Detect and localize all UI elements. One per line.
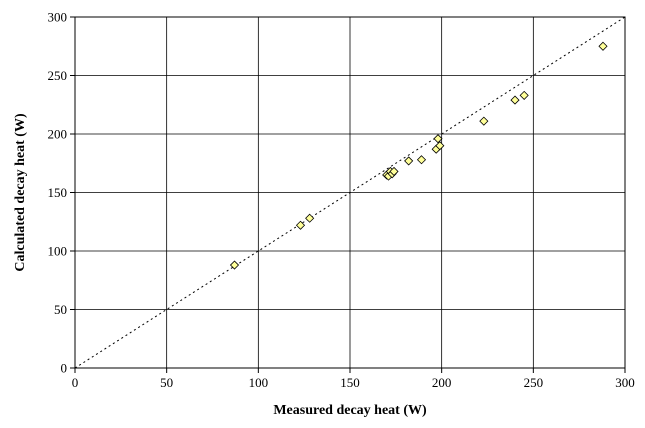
data-point [598, 41, 608, 51]
data-point [435, 141, 445, 151]
x-tick-label: 50 [160, 375, 173, 390]
y-tick-label: 50 [54, 302, 67, 317]
identity-reference-line [74, 16, 626, 369]
data-point [404, 156, 414, 166]
reference-line-layer [74, 16, 626, 369]
data-point [389, 166, 399, 177]
x-tick-label: 200 [432, 375, 452, 390]
y-tick-label: 250 [48, 68, 68, 83]
data-point [510, 95, 520, 105]
x-tick-label: 150 [340, 375, 360, 390]
data-points [229, 41, 608, 270]
y-tick-label: 200 [48, 127, 68, 142]
x-tick-label: 250 [524, 375, 544, 390]
data-point [433, 134, 443, 144]
data-point [519, 90, 529, 100]
tick-labels: 0 50 100 150 200 250 300 0 50 100 150 200 250 300 [48, 10, 635, 391]
y-tick-label: 0 [61, 361, 68, 376]
y-tick-label: 150 [48, 185, 68, 200]
data-point [479, 116, 489, 126]
data-point [295, 220, 306, 230]
data-point [416, 155, 427, 165]
data-point [229, 260, 240, 270]
data-point [305, 213, 315, 223]
x-axis-title: Measured decay heat (W) [273, 403, 427, 418]
y-tick-label: 300 [48, 10, 68, 25]
x-tick-label: 0 [72, 375, 79, 390]
y-axis-title: Calculated decay heat (W) [13, 113, 28, 272]
x-tick-label: 300 [615, 375, 635, 390]
x-tick-label: 100 [249, 375, 269, 390]
y-tick-label: 100 [48, 244, 68, 259]
